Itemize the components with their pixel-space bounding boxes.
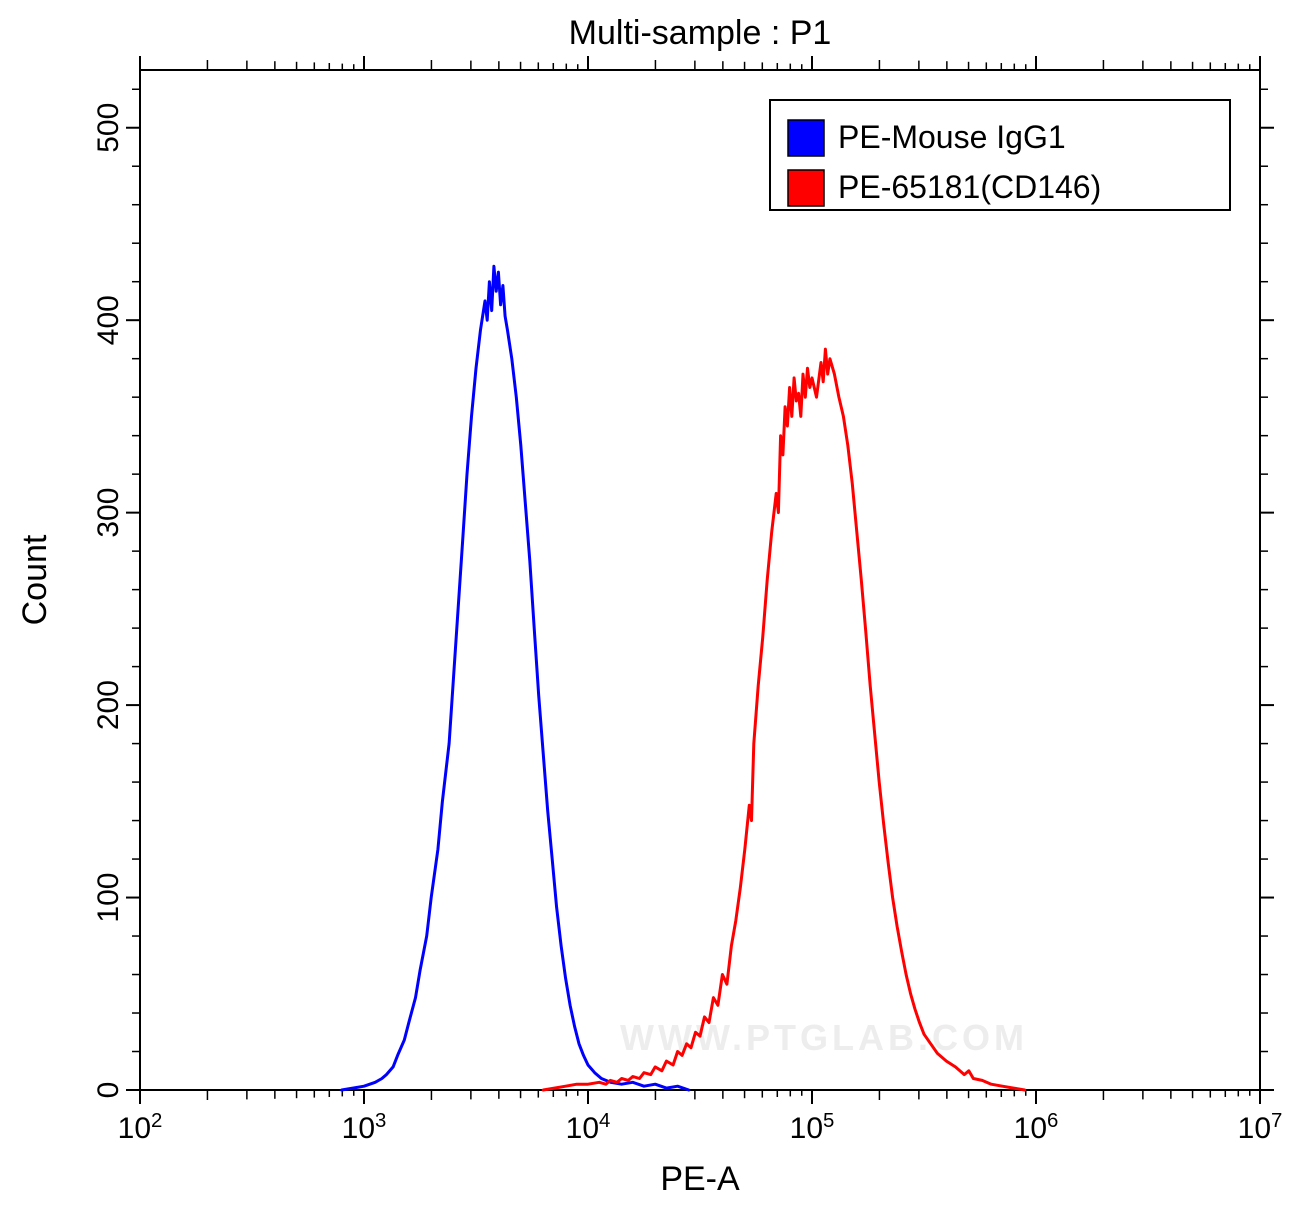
legend-label: PE-65181(CD146)	[838, 169, 1101, 205]
chart-title: Multi-sample : P1	[569, 14, 832, 52]
legend-label: PE-Mouse IgG1	[838, 119, 1066, 155]
x-axis-label: PE-A	[660, 1160, 740, 1198]
y-tick-label: 100	[92, 873, 125, 923]
legend-swatch	[788, 120, 824, 156]
y-axis-label: Count	[16, 534, 54, 625]
y-tick-label: 400	[92, 295, 125, 345]
watermark: WWW.PTGLAB.COM	[620, 1017, 1028, 1058]
y-tick-label: 0	[92, 1082, 125, 1099]
legend-swatch	[788, 170, 824, 206]
chart-svg: Multi-sample : P10100200300400500Count10…	[0, 0, 1296, 1206]
flow-cytometry-histogram: Multi-sample : P10100200300400500Count10…	[0, 0, 1296, 1206]
y-tick-label: 500	[92, 103, 125, 153]
y-tick-label: 300	[92, 488, 125, 538]
y-tick-label: 200	[92, 680, 125, 730]
